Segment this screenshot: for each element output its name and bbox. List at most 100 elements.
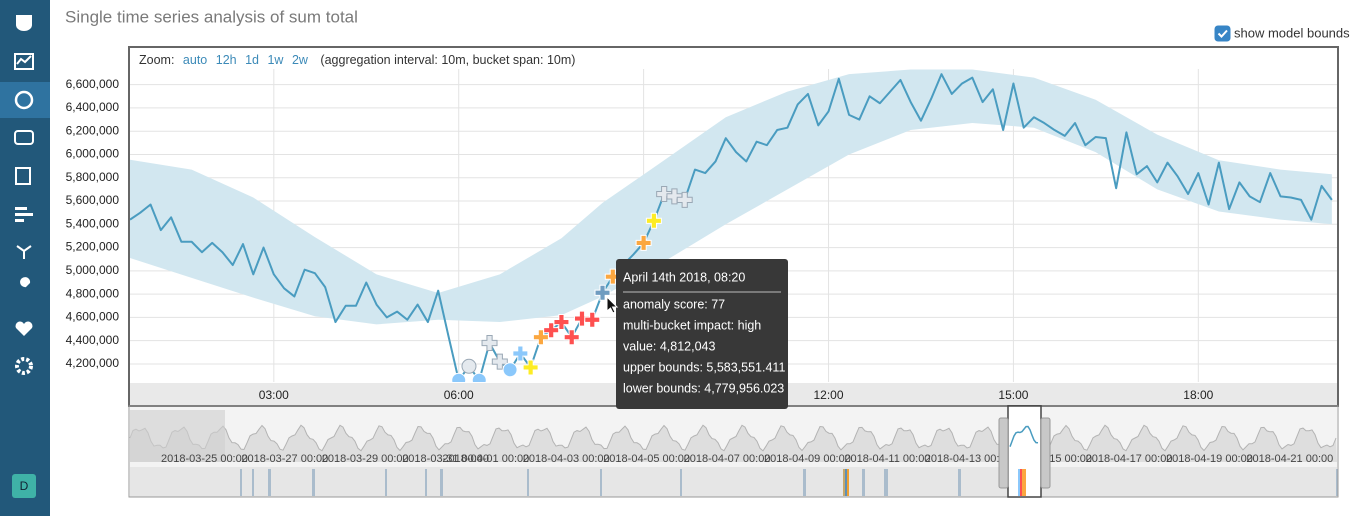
y-tick-label: 5,200,000 <box>66 240 120 254</box>
y-tick-label: 4,600,000 <box>66 310 120 324</box>
series-line <box>130 73 1333 382</box>
tooltip-box <box>616 259 788 409</box>
context-axis-label: 2018-03-29 00:00 <box>322 453 409 465</box>
tooltip-title: April 14th 2018, 08:20 <box>623 270 745 284</box>
y-tick-label: 5,600,000 <box>66 193 120 207</box>
tooltip-row: multi-bucket impact: high <box>623 318 761 332</box>
context-axis-label: 2018-03-25 00:00 <box>161 453 248 465</box>
zoom-note: (aggregation interval: 10m, bucket span:… <box>320 53 575 67</box>
swimlane-cell <box>845 469 847 496</box>
anomaly-marker <box>676 191 693 208</box>
swimlane-cell <box>1020 469 1022 496</box>
y-tick-label: 6,000,000 <box>66 147 120 161</box>
anomaly-marker <box>522 359 539 376</box>
checkbox-label[interactable]: show model bounds <box>1234 25 1350 40</box>
anomaly-marker <box>543 322 560 339</box>
icon-ml[interactable] <box>14 90 34 110</box>
x-tick-label: 06:00 <box>444 388 474 402</box>
context-axis-label: 2018-04-09 00:00 <box>764 453 851 465</box>
sidebar-active <box>0 82 50 118</box>
zoom-bar: Zoom: auto 12h 1d 1w 2w (aggregation int… <box>139 53 575 67</box>
context-axis-label: 2018-04-17 00:00 <box>1086 453 1173 465</box>
context-axis-label: 2018-04-03 00:00 <box>523 453 610 465</box>
y-tick-label: 6,200,000 <box>66 123 120 137</box>
context-axis-label: 2018-04-19 00:00 <box>1166 453 1253 465</box>
checkbox-box <box>1214 25 1231 42</box>
swimlane-cell <box>600 469 602 496</box>
anomaly-marker <box>532 329 549 346</box>
context-overview-line <box>129 424 1337 452</box>
icon-discover[interactable] <box>16 15 32 31</box>
swimlane-cell <box>1024 469 1026 496</box>
avatar[interactable] <box>12 474 36 498</box>
anomaly-marker <box>481 335 498 352</box>
anomaly-marker <box>502 362 518 378</box>
tooltip-row: value: 4,812,043 <box>623 339 715 353</box>
mouse-cursor <box>606 295 619 314</box>
icon-monitoring[interactable] <box>15 321 33 336</box>
swimlane-cell <box>862 469 865 496</box>
y-tick-label: 6,400,000 <box>66 100 120 114</box>
zoom-option[interactable]: auto <box>183 53 207 67</box>
icon-devtools[interactable] <box>16 277 31 297</box>
anomaly-marker <box>573 310 590 327</box>
anomaly-marker <box>491 353 508 370</box>
y-tick-label: 5,000,000 <box>66 263 120 277</box>
icon-management[interactable] <box>15 357 33 375</box>
icon-visualize[interactable] <box>14 53 34 70</box>
y-tick-label: 4,400,000 <box>66 333 120 347</box>
y-tick-label: 6,600,000 <box>66 77 120 91</box>
icon-graph[interactable] <box>16 245 32 259</box>
swimlane-cell <box>527 469 529 496</box>
zoom-option[interactable]: 1d <box>245 53 259 67</box>
anomaly-marker <box>645 212 662 229</box>
context-swimlane <box>130 467 1337 497</box>
tooltip-row: upper bounds: 5,583,551.411 <box>623 360 785 374</box>
context-axis-label: 2018-04-07 00:00 <box>684 453 771 465</box>
y-tick-label: 4,800,000 <box>66 286 120 300</box>
anomaly-marker <box>604 268 621 285</box>
avatar-initial: D <box>20 479 29 493</box>
anomaly-marker <box>666 188 683 205</box>
brush-handle[interactable] <box>1040 417 1051 489</box>
anomaly-marker <box>656 186 673 203</box>
x-tick-label: 03:00 <box>259 388 289 402</box>
zoom-option[interactable]: 12h <box>216 53 237 67</box>
anomaly-marker <box>635 234 652 251</box>
anomaly-marker <box>594 284 611 301</box>
page-title: Single time series analysis of sum total <box>65 7 358 26</box>
context-axis-label: 2018-04-11 00:00 <box>844 453 930 465</box>
context-axis-label: 2018-04-01 00:00 <box>442 453 529 465</box>
sidebar-icons <box>14 15 34 375</box>
swimlane-cell <box>884 469 888 496</box>
swimlane-cell <box>385 469 387 496</box>
context-axis-label: 2018-04-05 00:00 <box>603 453 690 465</box>
swimlane-cell <box>803 469 806 496</box>
swimlane-cell <box>847 469 849 496</box>
icon-logs[interactable] <box>15 167 31 185</box>
y-tick-label: 5,400,000 <box>66 216 120 230</box>
context-axis-label: 2018-03-27 00:00 <box>241 453 328 465</box>
icon-canvas[interactable] <box>14 130 34 145</box>
x-tick-label: 15:00 <box>998 388 1028 402</box>
anomaly-marker <box>584 311 601 328</box>
context-axis-label: 2018-03-31 00:00 <box>402 453 489 465</box>
brush-handle[interactable] <box>998 417 1009 489</box>
anomaly-marker <box>451 372 467 382</box>
anomaly-marker <box>461 358 477 374</box>
zoom-option[interactable]: 1w <box>267 53 284 67</box>
tooltip: April 14th 2018, 08:20 anomaly score: 77… <box>616 259 788 409</box>
zoom-option[interactable]: 2w <box>292 53 309 67</box>
x-tick-label: 18:00 <box>1183 388 1213 402</box>
swimlane-cell <box>240 469 242 496</box>
x-tick-label: 12:00 <box>814 388 844 402</box>
swimlane-cell <box>312 469 315 496</box>
icon-apm[interactable] <box>15 207 33 222</box>
tooltip-row: anomaly score: 77 <box>623 297 725 311</box>
swimlane-cell <box>1022 469 1024 496</box>
context-axis-label: 2018-04-21 00:00 <box>1246 453 1333 465</box>
swimlane-cell <box>268 469 271 496</box>
model-bounds-checkbox[interactable] <box>1214 25 1231 42</box>
